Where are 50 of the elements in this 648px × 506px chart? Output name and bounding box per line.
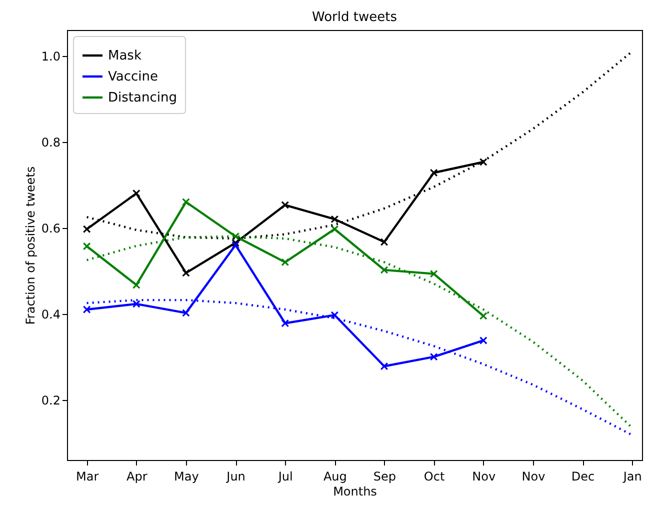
point [232, 232, 240, 240]
point [479, 336, 488, 344]
y-tick-label: 1.0 [41, 49, 60, 64]
point [281, 201, 290, 209]
point [479, 312, 488, 320]
x-tick-label: Jun [226, 470, 246, 484]
point [430, 270, 438, 278]
point [330, 225, 339, 234]
point [182, 308, 190, 317]
x-tick-label: May [174, 470, 199, 484]
x-tick-label: Jan [622, 470, 642, 484]
point [132, 281, 140, 289]
point [182, 268, 190, 277]
point [82, 306, 91, 314]
point [132, 189, 140, 198]
y-tick-label: 0.6 [41, 221, 60, 236]
point [232, 241, 240, 249]
point [82, 242, 91, 250]
point [380, 238, 388, 246]
x-tick-label: Nov [522, 470, 546, 484]
chart-title: World tweets [312, 10, 398, 25]
point [82, 225, 91, 234]
point [430, 168, 438, 177]
point [479, 158, 488, 166]
y-tick-label: 0.2 [41, 393, 60, 408]
point [330, 311, 339, 320]
point [380, 362, 388, 370]
x-axis-title: Months [333, 484, 377, 498]
y-tick-label: 0.8 [41, 135, 60, 150]
x-tick-label: Apr [126, 470, 148, 484]
x-tick-label: Sep [373, 470, 396, 484]
x-tick-label: Nov [472, 470, 496, 484]
point [182, 198, 190, 206]
point [430, 352, 438, 361]
x-tick-label: Dec [571, 470, 595, 484]
y-tick-label: 0.4 [41, 307, 60, 322]
x-tick-label: Aug [323, 470, 347, 484]
point [132, 300, 140, 308]
legend-label: Vaccine [108, 70, 158, 84]
point [232, 238, 240, 247]
x-tick-label: Mar [76, 470, 99, 484]
point [281, 258, 290, 266]
point [380, 266, 388, 274]
point [330, 215, 339, 224]
y-axis-title: Fraction of positive tweets [23, 166, 38, 325]
x-tick-label: Jul [277, 470, 293, 484]
legend-label: Mask [108, 48, 142, 64]
x-tick-label: Oct [424, 470, 445, 484]
legend-label: Distancing [108, 90, 177, 106]
point [281, 319, 290, 328]
